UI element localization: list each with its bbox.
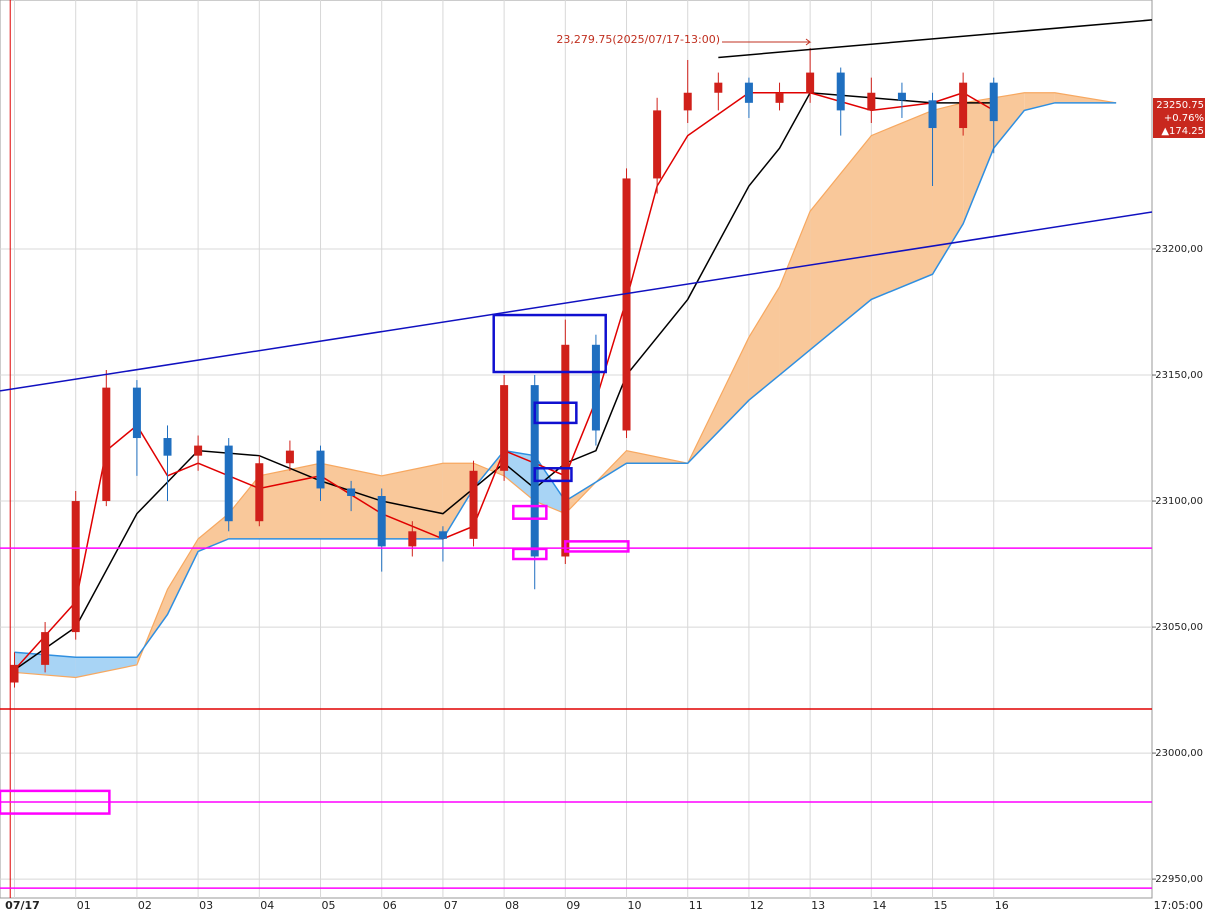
cloud-fill [871,110,933,300]
zone-box [512,504,548,520]
x-tick-label: 06 [383,899,397,912]
x-tick-label: 04 [260,899,274,912]
x-tick-label: 12 [750,899,764,912]
change-pct: +0.76% [1164,113,1204,124]
cloud-fill [993,92,1025,149]
candle-body [347,488,356,497]
span-b-line [14,102,1117,659]
candle-body [194,445,203,456]
candle-body [683,92,692,111]
price-label: 23250.75 [1156,100,1204,111]
candle-body [41,632,50,665]
candle-body [71,501,80,633]
candle-body [622,178,631,431]
x-tick-label: 13 [811,899,825,912]
span-a-line [14,92,1117,679]
y-tick-label: 23000,00 [1155,748,1203,759]
cloud-fill [1024,92,1055,111]
candle-body [163,438,172,456]
cloud-fill [810,135,872,350]
candle-body [285,450,294,464]
cloud-fill [167,538,199,615]
cloud-fill [963,97,994,224]
x-tick-label: 16 [995,899,1009,912]
cloud-fill [779,211,811,376]
candle-body [377,496,386,547]
zone-box [512,547,548,561]
cloud-fill [259,463,321,539]
candle-body [408,531,417,547]
x-tick-label: 02 [138,899,152,912]
y-tick-label: 22950,00 [1155,874,1203,885]
candle-body [500,385,509,471]
candle-body [959,82,968,129]
candle-body [744,82,753,103]
zone-box [0,789,111,815]
tenkan-line [13,91,995,671]
candle-body [989,82,998,122]
change-abs: ▲174.25 [1161,126,1204,137]
candle-body [836,72,845,111]
candle-body [316,450,325,489]
candle-body [714,82,723,93]
cloud-fill [748,286,780,401]
price-label-box [1153,98,1205,138]
candle-body [10,664,19,683]
candle-body [102,387,111,502]
zone-box [533,401,578,425]
candle-body [132,387,141,439]
candle-body [775,92,784,103]
x-tick-label: 01 [77,899,91,912]
trend-line [0,211,1153,392]
y-tick-label: 23200,00 [1155,244,1203,255]
candle-body [224,445,233,522]
cloud-fill [932,102,964,275]
x-tick-label: 15 [934,899,948,912]
x-tick-label: 07 [444,899,458,912]
y-tick-label: 23100,00 [1155,496,1203,507]
trend-line [718,19,1153,59]
x-tick-label: 08 [505,899,519,912]
x-tick-label: 10 [628,899,642,912]
candle-body [591,344,600,431]
candle-body [806,72,815,93]
annotation-arrow [722,38,812,46]
candle-body [561,344,570,557]
x-tick-label: 14 [872,899,886,912]
zone-box [564,540,630,553]
y-tick-label: 23050,00 [1155,622,1203,633]
cloud-fill [534,455,566,514]
cloud-fill [198,513,229,552]
candle-body [897,92,906,101]
cloud-fill [228,475,260,539]
candle-body [469,470,478,539]
time-label: 17:05:00 [1154,899,1203,912]
y-tick-label: 23150,00 [1155,370,1203,381]
candle-body [438,531,447,539]
high-annotation: 23,279.75(2025/07/17-13:00) [556,33,720,46]
x-tick-label: 03 [199,899,213,912]
zone-box [492,313,607,374]
candle-body [928,100,937,129]
x-tick-label: 05 [322,899,336,912]
candle-body [653,110,662,179]
x-tick-label: 09 [566,899,580,912]
candle-body [867,92,876,111]
x-tick-label: 11 [689,899,703,912]
cloud-fill [75,657,137,678]
kijun-line [14,91,994,671]
zone-box [533,467,573,483]
x-tick-label: 07/17 [5,899,40,912]
candle-body [255,463,264,522]
